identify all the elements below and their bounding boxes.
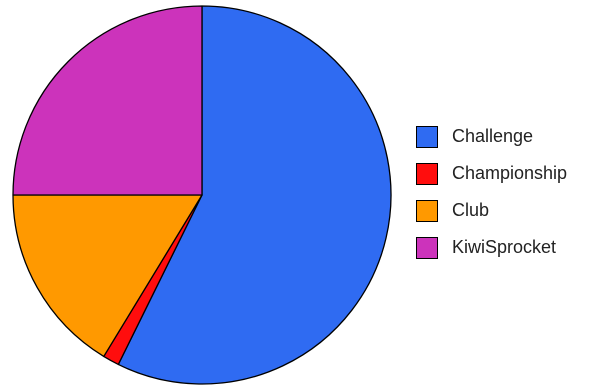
pie-slice-challenge xyxy=(117,5,392,385)
pie-slice-kiwisprocket xyxy=(12,5,203,196)
pie-slice-club xyxy=(12,194,203,358)
legend-item-championship: Championship xyxy=(416,160,596,187)
legend-label-kiwisprocket: KiwiSprocket xyxy=(452,237,557,257)
legend-swatch-championship xyxy=(416,162,438,185)
legend-swatch-kiwisprocket xyxy=(416,236,438,259)
legend-item-challenge: Challenge xyxy=(416,123,596,150)
legend-label-club: Club xyxy=(452,200,490,220)
legend-swatch-club xyxy=(416,199,438,222)
legend-item-kiwisprocket: KiwiSprocket xyxy=(416,234,596,261)
legend-label-challenge: Challenge xyxy=(452,126,534,146)
legend-label-championship: Championship xyxy=(452,163,568,183)
legend-item-club: Club xyxy=(416,197,596,224)
legend-swatch-challenge xyxy=(416,125,438,148)
legend: Challenge Championship Club KiwiSprocket xyxy=(416,123,596,271)
